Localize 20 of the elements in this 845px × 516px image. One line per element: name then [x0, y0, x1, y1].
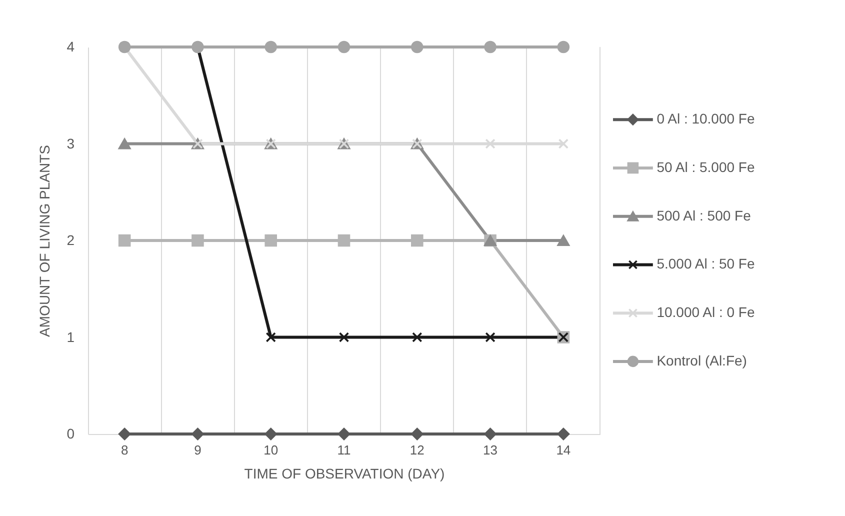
legend-label: 10.000 Al : 0 Fe: [656, 304, 755, 320]
legend-label: 5.000 Al : 50 Fe: [656, 256, 755, 272]
x-tick-label: 11: [337, 442, 351, 458]
legend-label: Kontrol (Al:Fe): [656, 352, 747, 368]
y-axis-title: AMOUNT OF LIVING PLANTS: [36, 145, 53, 337]
x-tick-label: 13: [483, 442, 498, 458]
legend-label: 0 Al : 10.000 Fe: [656, 110, 755, 127]
x-tick-label: 9: [194, 442, 202, 458]
y-tick-label: 2: [66, 232, 75, 248]
x-tick-label: 12: [410, 442, 424, 458]
legend-label: 50 Al : 5.000 Fe: [656, 158, 755, 175]
y-tick-label: 4: [66, 38, 75, 54]
x-tick-label: 10: [264, 442, 278, 458]
legend-label: 500 Al : 500 Fe: [656, 207, 752, 224]
x-axis-title: TIME OF OBSERVATION (DAY): [244, 466, 445, 482]
x-tick-label: 14: [556, 442, 571, 458]
y-tick-label: 3: [66, 135, 75, 152]
y-tick-label: 1: [66, 328, 75, 345]
y-tick-label: 0: [66, 426, 75, 442]
x-tick-label: 8: [120, 442, 128, 458]
